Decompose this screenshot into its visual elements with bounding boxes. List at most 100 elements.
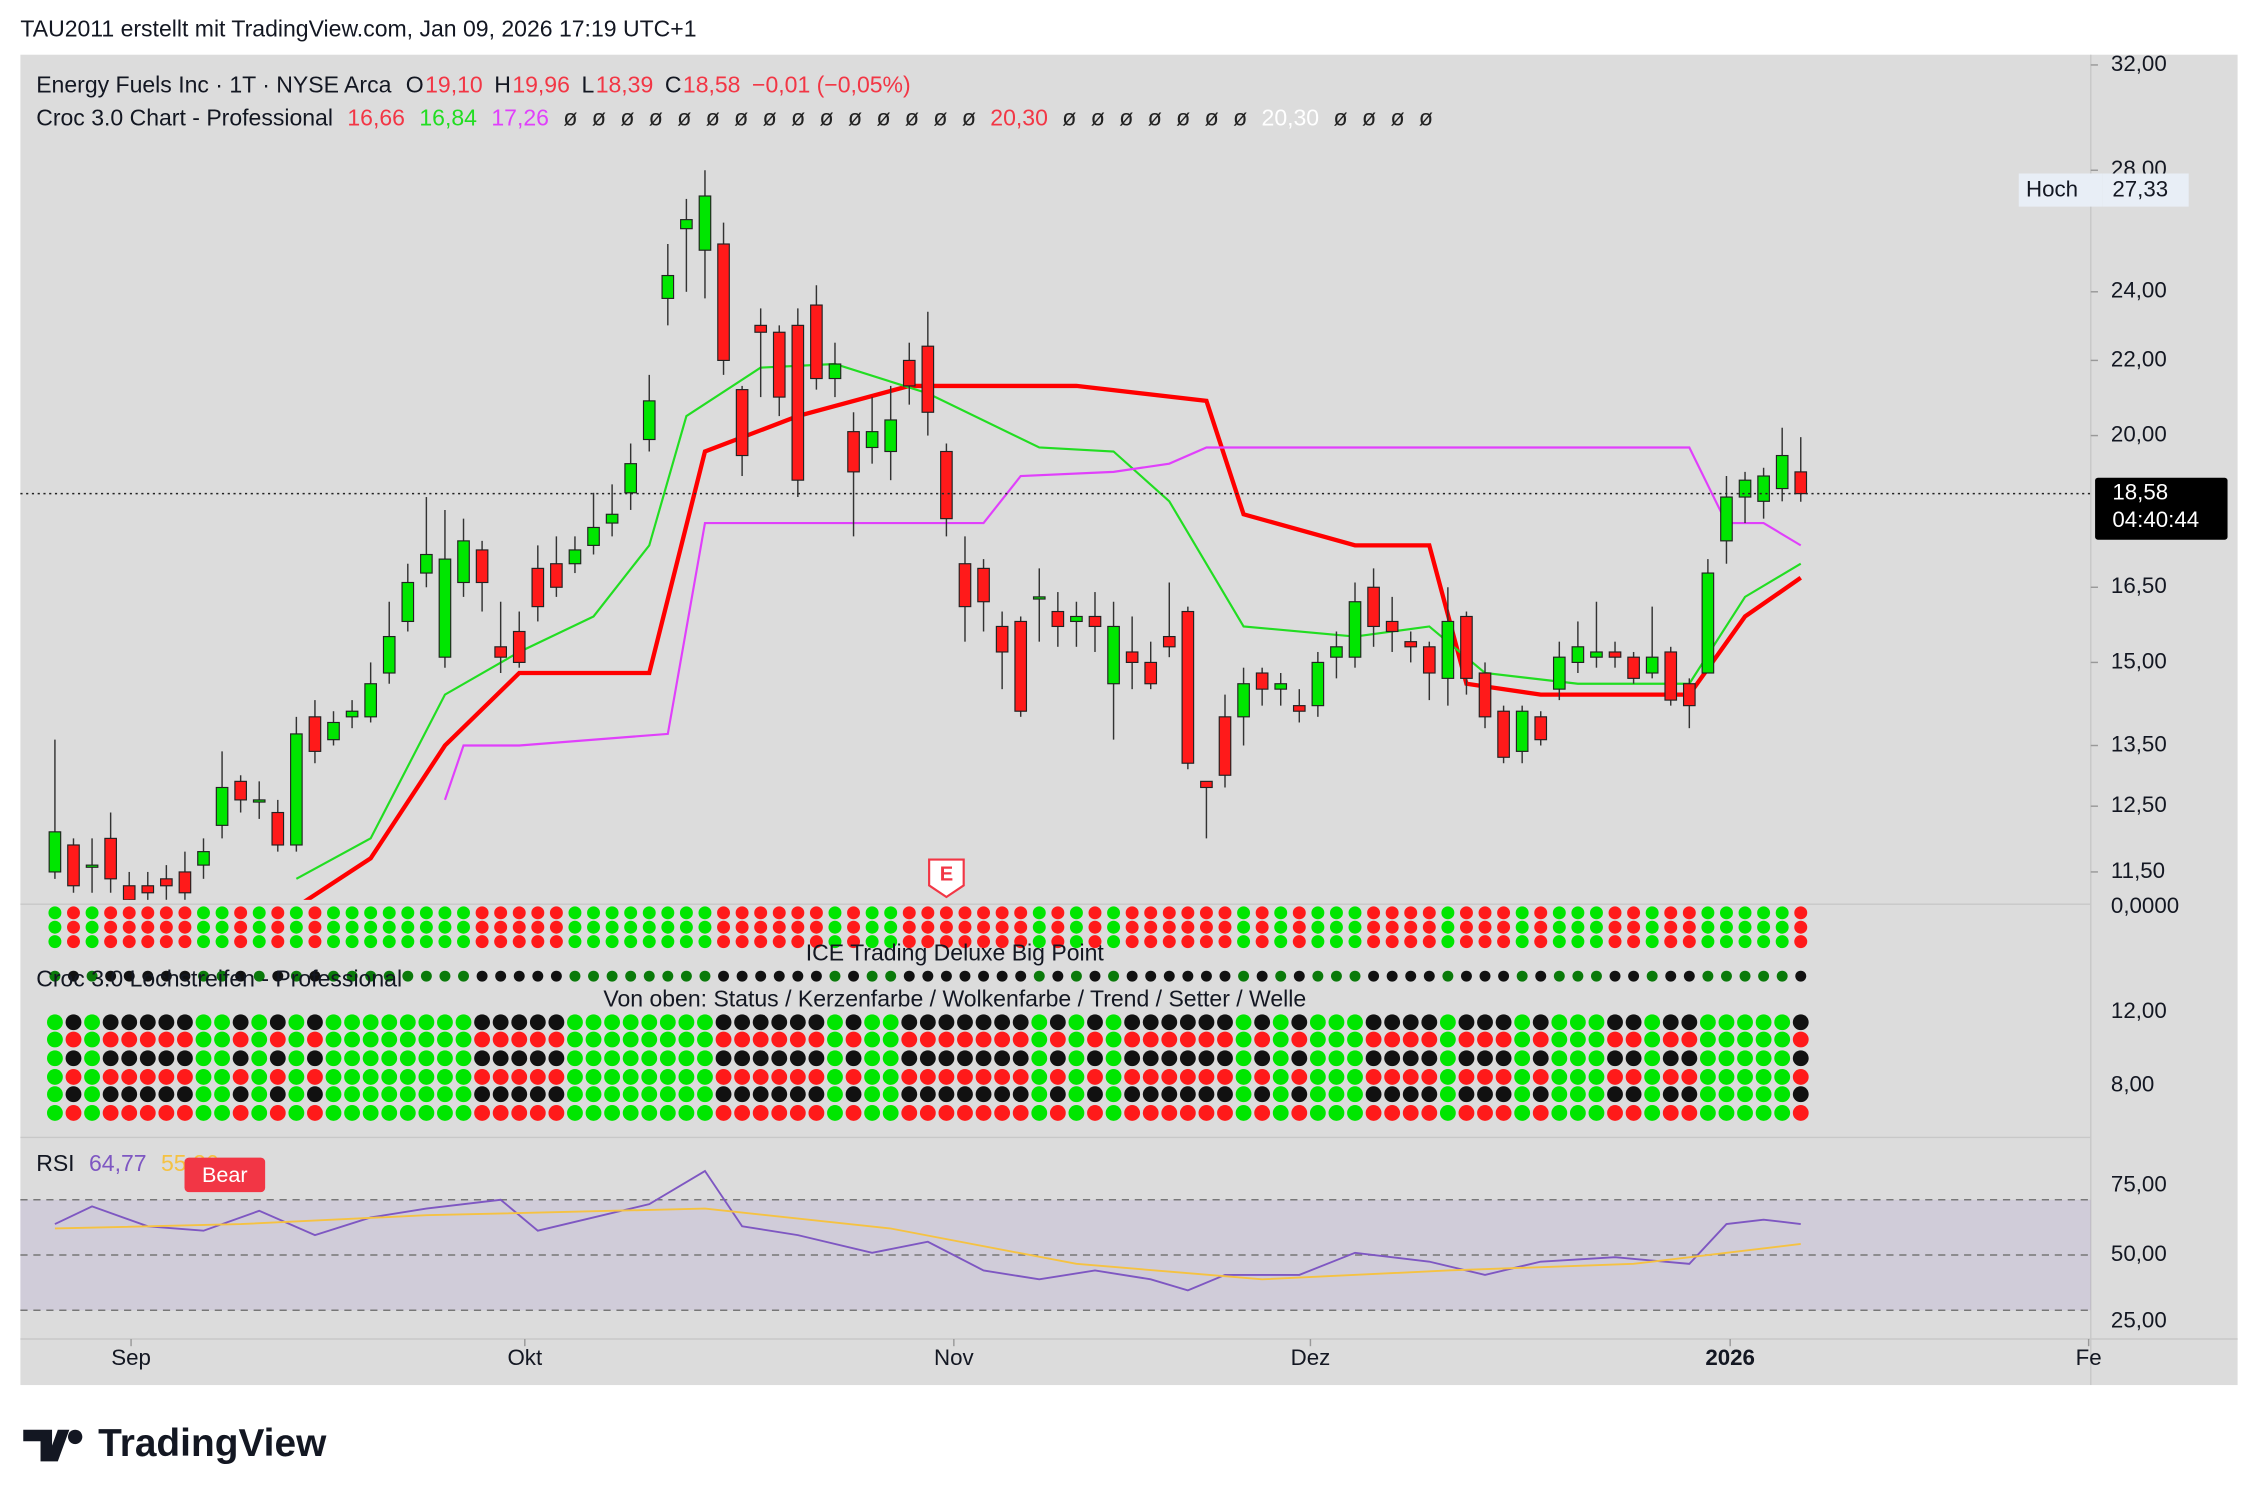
strip-dot xyxy=(1254,1069,1271,1085)
status-dot xyxy=(1422,935,1436,949)
rsi-badge: Bear xyxy=(202,1162,248,1187)
candle-body xyxy=(1367,586,1380,628)
strip-dot xyxy=(492,1069,509,1085)
strip-dot xyxy=(1087,1050,1103,1067)
strip-dot xyxy=(474,1031,491,1048)
strip-dot xyxy=(1665,970,1677,982)
strip-dot xyxy=(938,1069,955,1085)
strip-dot xyxy=(307,1050,323,1067)
candle-body xyxy=(1571,646,1585,663)
strip-dot xyxy=(994,1050,1011,1067)
status-dot xyxy=(1775,935,1789,949)
status-dot xyxy=(1348,935,1362,949)
status-dot xyxy=(364,906,378,920)
status-dot xyxy=(494,906,508,920)
strip-dot xyxy=(1087,1105,1103,1121)
strip-dot xyxy=(455,1105,472,1121)
legend-text: 18,39 xyxy=(596,71,654,97)
strip-dot xyxy=(1644,1014,1661,1031)
strip-dot xyxy=(195,1086,212,1103)
strip-dot xyxy=(1681,1031,1698,1048)
strip-dot xyxy=(1179,1086,1196,1103)
status-dot xyxy=(1738,935,1752,949)
candle-body xyxy=(977,567,990,603)
candle-body xyxy=(1348,601,1362,658)
status-dot xyxy=(382,920,396,934)
strip-dot xyxy=(1495,1031,1512,1048)
status-dot xyxy=(1199,935,1213,949)
strip-dot xyxy=(511,1069,528,1085)
status-dot xyxy=(1794,935,1808,949)
strip-dot xyxy=(808,1014,825,1031)
strip-dot xyxy=(511,1050,528,1067)
strip-dot xyxy=(1347,1031,1363,1048)
status-dot xyxy=(1274,935,1288,949)
legend-text: 18,58 xyxy=(683,71,741,97)
status-dot xyxy=(865,906,879,920)
candle-body xyxy=(1088,615,1102,628)
strip-dot xyxy=(715,1069,732,1085)
strip-dot xyxy=(1068,1105,1085,1121)
strip-dot xyxy=(1291,1031,1308,1048)
strip-dot xyxy=(251,1050,268,1067)
strip-dot xyxy=(1532,1014,1549,1031)
strip-dot xyxy=(1514,1086,1531,1103)
strip-dot xyxy=(1070,970,1082,982)
status-dot xyxy=(1515,906,1529,920)
strip-dot xyxy=(455,1031,472,1048)
strip-dot xyxy=(362,1031,379,1048)
strip-dot xyxy=(1588,1050,1605,1067)
strip-dot xyxy=(307,1014,323,1031)
status-dot xyxy=(939,920,953,934)
candle-body xyxy=(1144,661,1158,685)
strip-dot xyxy=(511,1031,528,1048)
rsi-tick-label: 75,00 xyxy=(2111,1171,2167,1196)
strip-dot xyxy=(1328,1031,1345,1048)
strip-dot xyxy=(1625,1069,1642,1085)
strip-dot xyxy=(1347,1086,1363,1103)
strip-dot xyxy=(365,970,377,982)
strip-dot xyxy=(994,1031,1011,1048)
strip-dot xyxy=(1124,1050,1141,1067)
status-dot xyxy=(327,920,340,934)
strip-dot xyxy=(1792,1050,1809,1067)
strip-dot xyxy=(1068,1050,1085,1067)
high-label: Hoch xyxy=(2026,177,2078,202)
strip-dot xyxy=(845,1069,862,1085)
status-dot xyxy=(1032,906,1046,920)
strip-dot xyxy=(399,1050,416,1067)
status-dot xyxy=(735,906,749,920)
strip-dot xyxy=(492,1105,509,1121)
strip-dot xyxy=(1347,1014,1363,1031)
strip-dot xyxy=(1200,970,1212,982)
candle-body xyxy=(661,274,675,299)
status-dot xyxy=(939,935,953,949)
strip-dot xyxy=(158,1014,175,1031)
strip-dot xyxy=(752,1069,769,1085)
strip-dot xyxy=(1179,1014,1196,1031)
strip-dot xyxy=(1774,1105,1791,1121)
strip-dot xyxy=(1031,1014,1048,1031)
strip-dot xyxy=(1272,1086,1289,1103)
status-dot xyxy=(1051,935,1065,949)
strip-dot xyxy=(65,1105,82,1121)
strip-dot xyxy=(773,970,785,982)
strip-dot xyxy=(752,1031,769,1048)
strip-dot xyxy=(957,1014,973,1031)
strip-dot xyxy=(662,970,674,982)
status-dot xyxy=(48,935,62,949)
strip-dot xyxy=(1755,1031,1772,1048)
status-dot xyxy=(661,920,675,934)
strip-dot xyxy=(771,1031,788,1048)
legend-text: −0,01 (−0,05%) xyxy=(752,71,911,97)
strip-dot xyxy=(845,1105,862,1121)
legend-text: ø xyxy=(1148,105,1162,131)
strip-dot xyxy=(1498,970,1510,982)
strip-dot xyxy=(105,970,117,982)
strip-dot xyxy=(1012,1105,1029,1121)
strip-dot xyxy=(1217,1105,1233,1121)
status-dot xyxy=(1348,906,1362,920)
legend-text: 17,26 xyxy=(491,105,549,131)
pane-value: 0,0000 xyxy=(2111,893,2179,918)
legend-text: ø xyxy=(1176,105,1190,131)
